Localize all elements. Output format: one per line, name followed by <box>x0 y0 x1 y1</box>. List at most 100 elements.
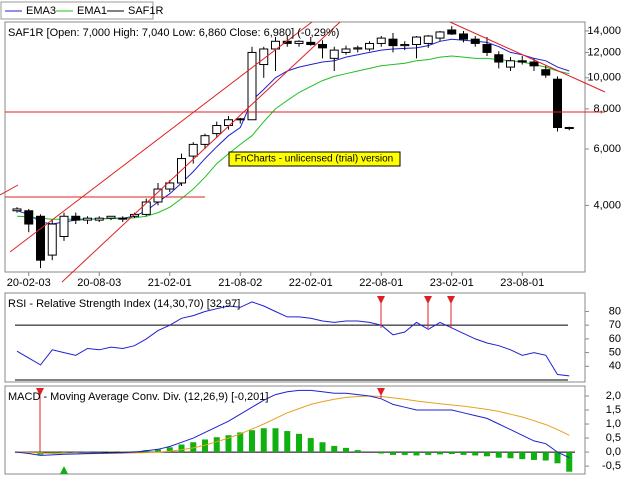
y-tick-label: 8,000 <box>593 103 621 115</box>
histogram-bar <box>61 452 67 453</box>
legend <box>0 1 154 20</box>
candle-body <box>341 48 351 53</box>
histogram-bar <box>307 438 314 453</box>
histogram-bar <box>213 437 220 453</box>
sell-signal <box>36 388 44 396</box>
candle-body <box>235 118 245 121</box>
marks: 4,000 6,000 8,000 10,000 12,000 14,000 20-02-0… <box>7 25 621 472</box>
histogram-bar <box>531 452 537 460</box>
candle-body <box>435 31 445 39</box>
histogram-bar <box>401 452 408 455</box>
price-title: SAF1R [Open: 7,000 High: 7,040 Low: 6,86… <box>8 27 339 39</box>
histogram-bar <box>190 442 197 453</box>
x-tick-label: 21-02-01 <box>148 277 192 289</box>
candle-body <box>517 60 527 63</box>
candle-body <box>353 47 363 50</box>
candle-body <box>94 217 104 221</box>
watermark-box <box>228 151 401 167</box>
y-tick-label: 12,000 <box>587 46 621 58</box>
y-tick-label: 14,000 <box>587 25 621 37</box>
buy-signal <box>60 466 68 474</box>
candle-body <box>59 215 69 238</box>
histogram-bar <box>390 452 396 455</box>
candle-body <box>412 36 421 46</box>
x-tick-label: 22-08-01 <box>359 277 403 289</box>
macd-line <box>16 389 570 459</box>
histogram-bar <box>484 452 490 457</box>
signal-line <box>16 395 570 455</box>
candle-body <box>494 54 504 63</box>
candle-body <box>200 135 210 145</box>
x-tick-label: 20-02-03 <box>7 277 51 289</box>
histogram-bar <box>554 452 561 464</box>
candle-body <box>564 126 574 129</box>
histogram-bar <box>166 447 173 453</box>
macd-title: MACD - Moving Average Conv. Div. (12,26,… <box>8 391 268 403</box>
sell-signal <box>424 296 432 304</box>
legend-label: SAF1R <box>128 5 164 17</box>
candle-body <box>165 182 175 190</box>
candle-body <box>83 217 92 221</box>
histogram-bar <box>284 431 291 453</box>
candle-body <box>459 33 468 40</box>
candle-body <box>212 125 222 135</box>
candle-body <box>224 119 233 127</box>
y-tick-label: 0,5 <box>606 432 621 444</box>
histogram-bar <box>49 452 56 454</box>
histogram-bar <box>249 430 255 453</box>
rsi-line <box>16 301 570 377</box>
candle-body <box>329 49 339 59</box>
histogram-bar <box>202 439 208 453</box>
histogram-bar <box>425 452 432 455</box>
y-tick-label: 60 <box>609 333 621 345</box>
candle-body <box>12 208 22 212</box>
y-tick-label: 40 <box>609 360 621 372</box>
candle-body <box>365 42 374 50</box>
histogram-bar <box>343 447 349 453</box>
legend-label: EMA3 <box>26 5 56 17</box>
candle-body <box>506 60 515 68</box>
trend-line <box>9 21 313 253</box>
x-tick-label: 23-08-01 <box>500 277 544 289</box>
histogram-bar <box>566 452 573 472</box>
histogram-bar <box>155 449 161 453</box>
y-tick-label: 2,0 <box>606 390 621 402</box>
histogram-bar <box>296 433 302 453</box>
macd-panel <box>4 385 586 475</box>
sell-signal <box>377 388 385 396</box>
histogram-bar <box>507 452 514 459</box>
rsi-panel <box>4 292 586 383</box>
histogram-bar <box>178 444 185 453</box>
y-tick-label: 80 <box>609 305 621 317</box>
candle-body <box>400 44 410 47</box>
y-tick-label: 4,000 <box>593 199 621 211</box>
histogram-bar <box>448 452 455 455</box>
histogram-bar <box>272 428 279 453</box>
rsi-title: RSI - Relative Strength Index (14,30,70)… <box>8 298 240 310</box>
candle-body <box>306 41 316 46</box>
histogram-bar <box>237 432 244 453</box>
y-tick-label: 0,0 <box>606 446 621 458</box>
histogram-bar <box>354 450 361 453</box>
candle-body <box>388 38 398 47</box>
histogram-bar <box>519 452 526 460</box>
candle-body <box>71 215 81 221</box>
legend-label: EMA1 <box>77 5 107 17</box>
histogram-bar <box>378 452 385 454</box>
histogram-bar <box>119 451 126 453</box>
trend-line <box>0 184 19 196</box>
candle-body <box>106 215 116 219</box>
candle-body <box>271 40 280 50</box>
sell-signal <box>447 296 455 304</box>
y-tick-label: 1,5 <box>606 404 621 416</box>
candle-body <box>294 40 304 44</box>
trend-line <box>449 21 606 93</box>
histogram-bar <box>460 452 467 455</box>
histogram-bar <box>319 442 326 453</box>
x-tick-label: 23-02-01 <box>430 277 474 289</box>
histogram-bar <box>437 452 443 455</box>
candle-body <box>24 210 34 225</box>
candle-body <box>553 78 562 128</box>
drawings <box>0 21 606 452</box>
